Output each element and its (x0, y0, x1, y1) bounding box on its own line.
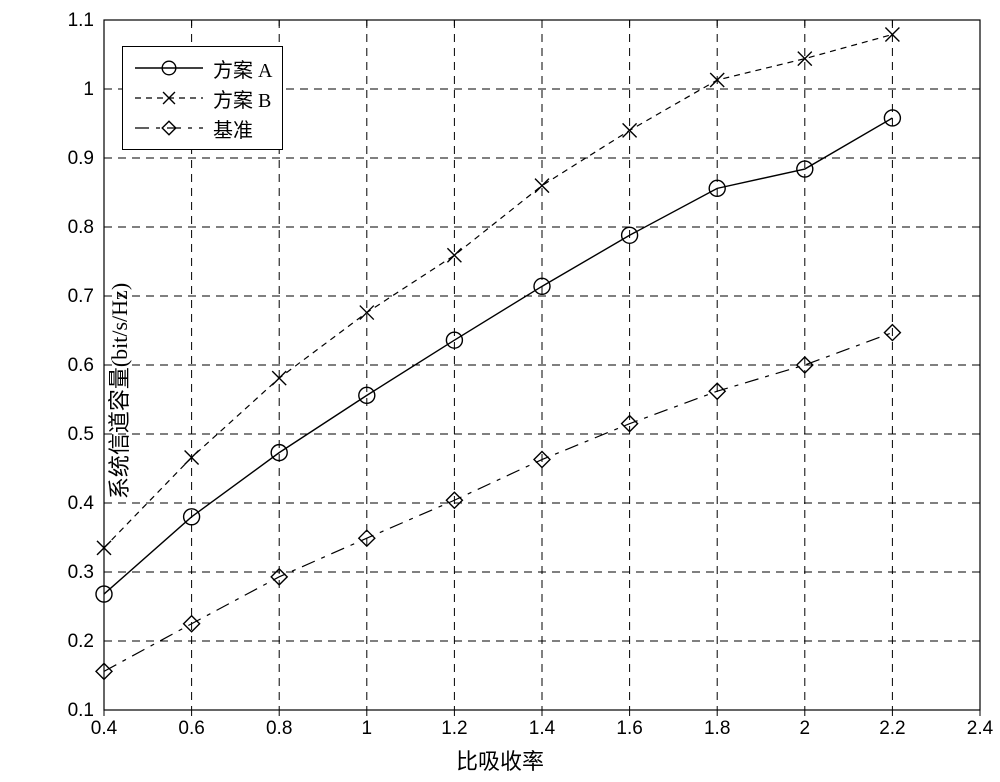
x-axis-label: 比吸收率 (456, 744, 544, 776)
svg-text:0.3: 0.3 (68, 562, 94, 583)
legend: 方案 A方案 B基准 (122, 46, 283, 150)
svg-text:0.5: 0.5 (68, 424, 94, 445)
svg-text:0.8: 0.8 (266, 718, 292, 739)
svg-text:0.1: 0.1 (68, 700, 94, 721)
svg-text:2.2: 2.2 (879, 718, 905, 739)
legend-swatch-icon (133, 117, 205, 139)
svg-text:1: 1 (362, 718, 373, 739)
chart-container: 0.4 0.6 0.8 1 1.2 1.4 1.6 1.8 2 2.2 2.4 0.1 0.2 0.3 0.… (0, 0, 1000, 782)
legend-item: 方案 B (133, 83, 272, 113)
legend-item: 基准 (133, 113, 272, 143)
svg-text:0.2: 0.2 (68, 631, 94, 652)
legend-item: 方案 A (133, 53, 272, 83)
svg-text:0.7: 0.7 (68, 286, 94, 307)
svg-text:1: 1 (83, 79, 94, 100)
svg-text:1.6: 1.6 (616, 718, 642, 739)
legend-swatch-icon (133, 87, 205, 109)
svg-text:0.6: 0.6 (178, 718, 204, 739)
svg-text:0.9: 0.9 (68, 148, 94, 169)
svg-text:0.4: 0.4 (68, 493, 95, 514)
svg-text:0.6: 0.6 (68, 355, 94, 376)
legend-label: 方案 A (213, 54, 272, 83)
legend-label: 方案 B (213, 84, 271, 113)
svg-text:2: 2 (800, 718, 811, 739)
svg-text:0.4: 0.4 (91, 718, 118, 739)
svg-text:1.8: 1.8 (704, 718, 730, 739)
svg-text:1.1: 1.1 (68, 10, 94, 31)
svg-text:1.2: 1.2 (441, 718, 467, 739)
legend-swatch-icon (133, 57, 205, 79)
legend-label: 基准 (213, 114, 253, 143)
y-axis-label: 系统信道容量(bit/s/Hz) (102, 283, 134, 499)
svg-text:2.4: 2.4 (967, 718, 994, 739)
svg-text:1.4: 1.4 (529, 718, 556, 739)
svg-text:0.8: 0.8 (68, 217, 94, 238)
